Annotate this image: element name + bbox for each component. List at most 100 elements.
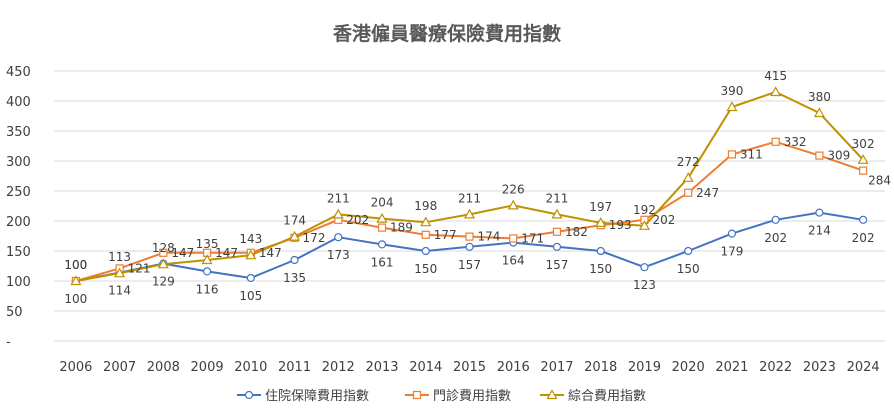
data-label: 150 <box>677 262 700 276</box>
data-point-triangle <box>682 172 694 182</box>
data-point-circle <box>246 273 255 283</box>
data-label: 100 <box>64 258 87 272</box>
data-point-triangle <box>332 208 344 219</box>
data-label: 105 <box>239 289 262 303</box>
data-label: 114 <box>108 284 131 298</box>
y-tick-label: 50 <box>6 305 23 320</box>
data-label: 193 <box>609 218 632 232</box>
data-point-circle <box>859 215 868 224</box>
data-label: 202 <box>764 231 787 245</box>
data-label: 202 <box>652 213 675 227</box>
data-point-circle <box>202 267 212 276</box>
data-label: 226 <box>502 182 525 196</box>
data-label: 179 <box>720 245 743 259</box>
data-point-triangle <box>420 216 432 227</box>
data-point-triangle <box>857 154 869 164</box>
data-label: 171 <box>521 231 544 245</box>
y-tick-label: 250 <box>6 185 31 200</box>
data-point-square <box>727 150 737 159</box>
data-label: 302 <box>852 137 875 151</box>
data-label: 157 <box>546 258 569 272</box>
data-label: 390 <box>720 84 743 98</box>
x-tick-label: 2012 <box>322 360 355 375</box>
data-label: 177 <box>434 228 457 242</box>
data-point-circle <box>771 215 780 224</box>
data-label: 116 <box>196 282 219 296</box>
data-point-square <box>771 137 780 146</box>
legend-marker-square <box>412 390 422 400</box>
x-tick-label: 2006 <box>59 360 92 375</box>
y-tick-label: 100 <box>6 275 31 290</box>
legend-label: 綜合費用指數 <box>568 389 646 404</box>
data-point-circle <box>334 233 343 242</box>
data-point-square <box>815 151 824 160</box>
data-label: 147 <box>215 246 238 260</box>
data-label: 202 <box>346 213 369 227</box>
data-label: 173 <box>327 248 350 262</box>
data-point-circle <box>377 240 387 249</box>
data-point-triangle <box>376 212 388 223</box>
x-tick-label: 2008 <box>147 360 180 375</box>
data-label: 135 <box>283 271 306 285</box>
data-point-circle <box>815 208 824 217</box>
data-label: 135 <box>196 237 219 251</box>
data-point-triangle <box>463 208 476 219</box>
data-point-triangle <box>770 86 782 97</box>
x-tick-label: 2007 <box>103 360 136 375</box>
data-label: 121 <box>128 261 151 275</box>
x-tick-label: 2011 <box>278 360 311 375</box>
x-tick-label: 2020 <box>672 360 705 375</box>
data-label: 211 <box>546 191 569 205</box>
data-point-triangle <box>726 101 738 112</box>
data-label: 202 <box>852 231 875 245</box>
data-label: 214 <box>808 224 831 238</box>
data-point-circle <box>552 242 562 251</box>
x-tick-label: 2024 <box>847 360 880 375</box>
data-label: 211 <box>327 191 350 205</box>
data-label: 174 <box>283 214 306 228</box>
data-point-circle <box>290 255 299 265</box>
legend-label: 住院保障費用指數 <box>265 389 369 404</box>
x-tick-label: 2010 <box>234 360 267 375</box>
data-label: 113 <box>108 250 131 264</box>
x-tick-label: 2021 <box>715 360 748 375</box>
x-tick-label: 2019 <box>628 360 661 375</box>
data-label: 198 <box>414 199 437 213</box>
data-label: 150 <box>414 262 437 276</box>
chart-title: 香港僱員醫療保險費用指數 <box>332 22 561 45</box>
data-point-circle <box>596 246 605 256</box>
data-point-triangle <box>245 249 257 260</box>
data-label: 161 <box>371 255 394 269</box>
data-label: 192 <box>633 203 656 217</box>
data-label: 123 <box>633 278 656 292</box>
data-label: 100 <box>64 292 87 306</box>
data-label: 311 <box>740 147 763 161</box>
data-label: 143 <box>239 232 262 246</box>
data-label: 380 <box>808 90 831 104</box>
data-label: 129 <box>152 275 175 289</box>
data-label: 247 <box>696 186 719 200</box>
y-tick-label: 150 <box>6 245 31 260</box>
x-tick-label: 2014 <box>409 360 442 375</box>
data-label: 128 <box>152 241 175 255</box>
data-point-triangle <box>114 267 126 278</box>
legend-label: 門診費用指數 <box>433 388 511 404</box>
y-tick-label: 350 <box>6 125 31 140</box>
data-label: 147 <box>259 246 282 260</box>
data-point-square <box>859 166 868 175</box>
data-label: 211 <box>458 191 481 205</box>
legend: 住院保障費用指數 門診費用指數 綜合費用指數 <box>237 388 646 404</box>
data-point-circle <box>684 246 693 256</box>
data-label: 182 <box>565 225 588 239</box>
data-label: 415 <box>764 69 787 83</box>
x-tick-label: 2017 <box>540 360 573 375</box>
data-label: 272 <box>677 155 700 169</box>
data-label: 157 <box>458 258 481 272</box>
data-point-square <box>421 230 430 239</box>
x-tick-label: 2016 <box>497 360 530 375</box>
data-point-triangle <box>201 254 213 265</box>
data-label: 309 <box>827 149 850 163</box>
x-tick-label: 2023 <box>803 360 836 375</box>
y-tick-label: 300 <box>6 155 31 170</box>
